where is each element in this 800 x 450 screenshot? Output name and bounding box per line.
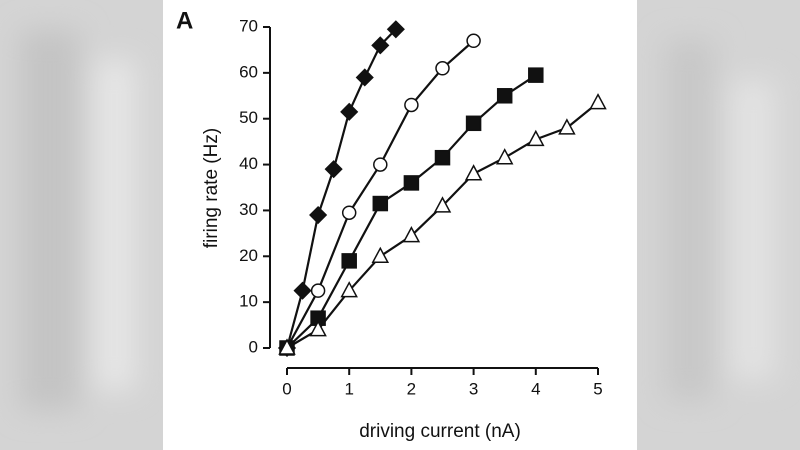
x-tick-label: 5 (593, 379, 602, 398)
x-tick-label: 3 (469, 379, 478, 398)
circle-marker (435, 61, 450, 76)
diamond-marker (293, 281, 312, 300)
y-tick-label: 0 (249, 337, 258, 356)
square-marker (465, 115, 482, 132)
background-blur (20, 30, 775, 410)
figure-panel (163, 0, 637, 450)
square-marker (341, 253, 357, 269)
blur-shape (730, 80, 775, 380)
y-tick-label: 60 (239, 62, 258, 81)
triangle-marker (433, 196, 452, 213)
blur-shape (665, 40, 715, 400)
circle-marker (310, 283, 326, 298)
y-tick-label: 70 (239, 16, 258, 35)
blur-shape (95, 60, 135, 390)
triangle-marker (309, 320, 327, 337)
y-tick-label: 30 (239, 200, 258, 219)
y-tick-label: 50 (239, 108, 258, 127)
x-tick-label: 4 (531, 379, 540, 398)
triangle-marker (371, 246, 390, 264)
triangle-marker (464, 164, 483, 181)
square-marker (434, 149, 451, 166)
diamond-marker (371, 36, 390, 55)
diamond-marker (324, 160, 343, 179)
y-axis-label: firing rate (Hz) (201, 128, 222, 248)
y-tick-label: 10 (239, 292, 258, 311)
x-axis-label: driving current (nA) (359, 421, 521, 442)
circle-marker (373, 157, 388, 172)
triangle-marker (558, 118, 576, 135)
square-marker (496, 88, 513, 104)
square-marker (403, 175, 420, 191)
diamond-marker (309, 205, 328, 225)
triangle-marker (402, 226, 421, 243)
diamond-marker (386, 20, 405, 39)
triangle-marker (278, 338, 296, 355)
circle-marker (341, 205, 357, 220)
triangle-marker (589, 93, 607, 110)
triangle-marker (495, 148, 514, 165)
blur-shape (20, 30, 80, 410)
x-tick-label: 2 (407, 379, 416, 398)
square-marker (372, 195, 389, 212)
triangle-marker (527, 129, 545, 147)
y-tick-label: 40 (239, 154, 258, 173)
x-tick-label: 1 (344, 379, 353, 398)
diamond-marker (355, 68, 374, 87)
square-marker (528, 67, 544, 83)
triangle-marker (340, 281, 358, 298)
diamond-marker (340, 102, 359, 121)
y-tick-label: 20 (239, 246, 258, 265)
circle-marker (466, 33, 481, 49)
circle-marker (404, 97, 419, 113)
x-tick-label: 0 (282, 379, 291, 398)
panel-label: A (176, 7, 193, 34)
